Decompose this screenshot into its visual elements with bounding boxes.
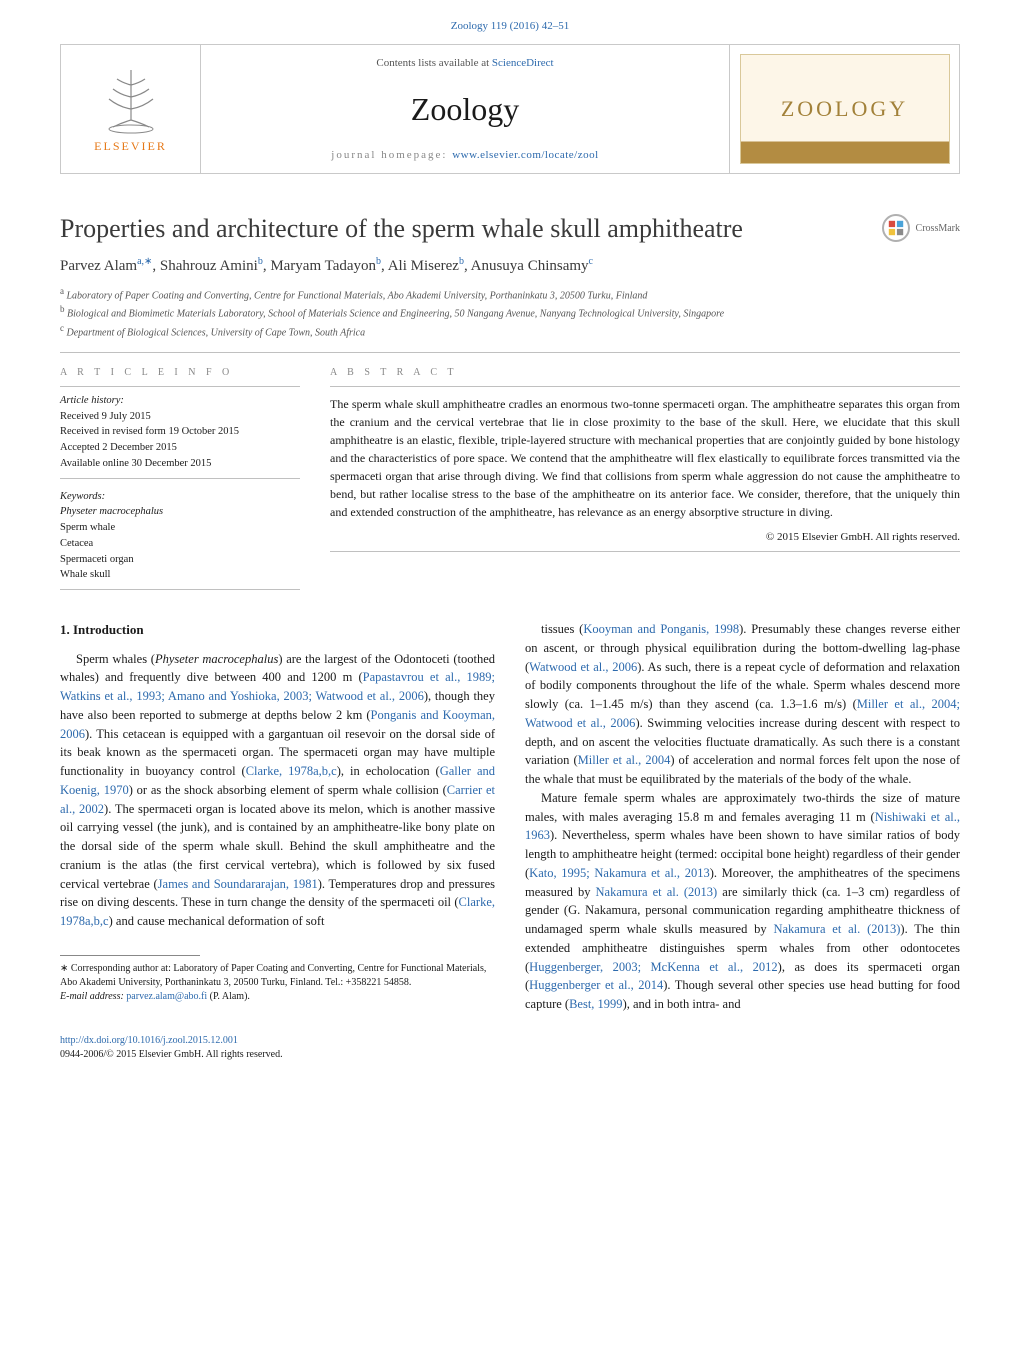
doi-link[interactable]: http://dx.doi.org/10.1016/j.zool.2015.12… bbox=[60, 1035, 238, 1046]
contents-prefix: Contents lists available at bbox=[376, 57, 491, 69]
email-label: E-mail address: bbox=[60, 991, 126, 1002]
masthead: ELSEVIER Contents lists available at Sci… bbox=[60, 44, 960, 174]
page-footer: http://dx.doi.org/10.1016/j.zool.2015.12… bbox=[60, 1034, 960, 1062]
masthead-center: Contents lists available at ScienceDirec… bbox=[201, 45, 729, 173]
keywords: Keywords: Physeter macrocephalusSperm wh… bbox=[60, 489, 300, 591]
keyword: Sperm whale bbox=[60, 520, 300, 536]
article-info-column: a r t i c l e i n f o Article history: R… bbox=[60, 367, 300, 590]
section-heading: 1. Introduction bbox=[60, 620, 495, 640]
keywords-label: Keywords: bbox=[60, 489, 300, 505]
body-paragraph: Mature female sperm whales are approxima… bbox=[525, 789, 960, 1014]
journal-name: Zoology bbox=[411, 91, 519, 128]
author-list: Parvez Alama,∗, Shahrouz Aminib, Maryam … bbox=[60, 256, 960, 275]
body-columns: 1. Introduction Sperm whales (Physeter m… bbox=[60, 620, 960, 1014]
running-head: Zoology 119 (2016) 42–51 bbox=[0, 0, 1020, 44]
body-column-right: tissues (Kooyman and Ponganis, 1998). Pr… bbox=[525, 620, 960, 1014]
keyword: Cetacea bbox=[60, 536, 300, 552]
email-suffix: (P. Alam). bbox=[207, 991, 250, 1002]
body-column-left: 1. Introduction Sperm whales (Physeter m… bbox=[60, 620, 495, 1014]
history-line: Received in revised form 19 October 2015 bbox=[60, 424, 300, 440]
article-info-label: a r t i c l e i n f o bbox=[60, 367, 300, 378]
history-line: Available online 30 December 2015 bbox=[60, 456, 300, 472]
keyword: Whale skull bbox=[60, 567, 300, 583]
crossmark-label: CrossMark bbox=[916, 223, 960, 234]
crossmark-badge[interactable]: CrossMark bbox=[882, 214, 960, 242]
journal-cover-thumb: ZOOLOGY bbox=[740, 54, 950, 164]
corresponding-footnote: ∗ Corresponding author at: Laboratory of… bbox=[60, 962, 495, 1004]
affiliations: a Laboratory of Paper Coating and Conver… bbox=[60, 285, 960, 340]
body-paragraph: Sperm whales (Physeter macrocephalus) ar… bbox=[60, 650, 495, 931]
history-label: Article history: bbox=[60, 393, 300, 409]
corr-email-link[interactable]: parvez.alam@abo.fi bbox=[126, 991, 207, 1002]
abstract-label: a b s t r a c t bbox=[330, 367, 960, 378]
cover-thumbnail-block: ZOOLOGY bbox=[729, 45, 959, 173]
body-paragraph: tissues (Kooyman and Ponganis, 1998). Pr… bbox=[525, 620, 960, 789]
sciencedirect-link[interactable]: ScienceDirect bbox=[492, 57, 554, 69]
history-line: Received 9 July 2015 bbox=[60, 409, 300, 425]
homepage-prefix: journal homepage: bbox=[331, 149, 452, 161]
abstract-column: a b s t r a c t The sperm whale skull am… bbox=[330, 367, 960, 590]
abstract-text: The sperm whale skull amphitheatre cradl… bbox=[330, 395, 960, 521]
homepage-line: journal homepage: www.elsevier.com/locat… bbox=[331, 149, 598, 161]
elsevier-label: ELSEVIER bbox=[94, 139, 167, 154]
rule-above-abstract bbox=[330, 386, 960, 387]
copyright-line: © 2015 Elsevier GmbH. All rights reserve… bbox=[330, 531, 960, 543]
keyword: Physeter macrocephalus bbox=[60, 504, 300, 520]
issn-line: 0944-2006/© 2015 Elsevier GmbH. All righ… bbox=[60, 1049, 283, 1060]
homepage-link[interactable]: www.elsevier.com/locate/zool bbox=[452, 149, 598, 161]
contents-line: Contents lists available at ScienceDirec… bbox=[376, 57, 553, 69]
corr-text: ∗ Corresponding author at: Laboratory of… bbox=[60, 962, 495, 990]
cover-title: ZOOLOGY bbox=[781, 96, 908, 122]
rule-above-meta bbox=[60, 352, 960, 353]
publisher-logo-block: ELSEVIER bbox=[61, 45, 201, 173]
crossmark-icon bbox=[882, 214, 910, 242]
article-history: Article history: Received 9 July 2015 Re… bbox=[60, 386, 300, 479]
article-title: Properties and architecture of the sperm… bbox=[60, 214, 866, 244]
keyword: Spermaceti organ bbox=[60, 552, 300, 568]
history-line: Accepted 2 December 2015 bbox=[60, 440, 300, 456]
footnote-rule bbox=[60, 955, 200, 956]
elsevier-tree-icon bbox=[101, 65, 161, 135]
rule-below-abstract bbox=[330, 551, 960, 552]
